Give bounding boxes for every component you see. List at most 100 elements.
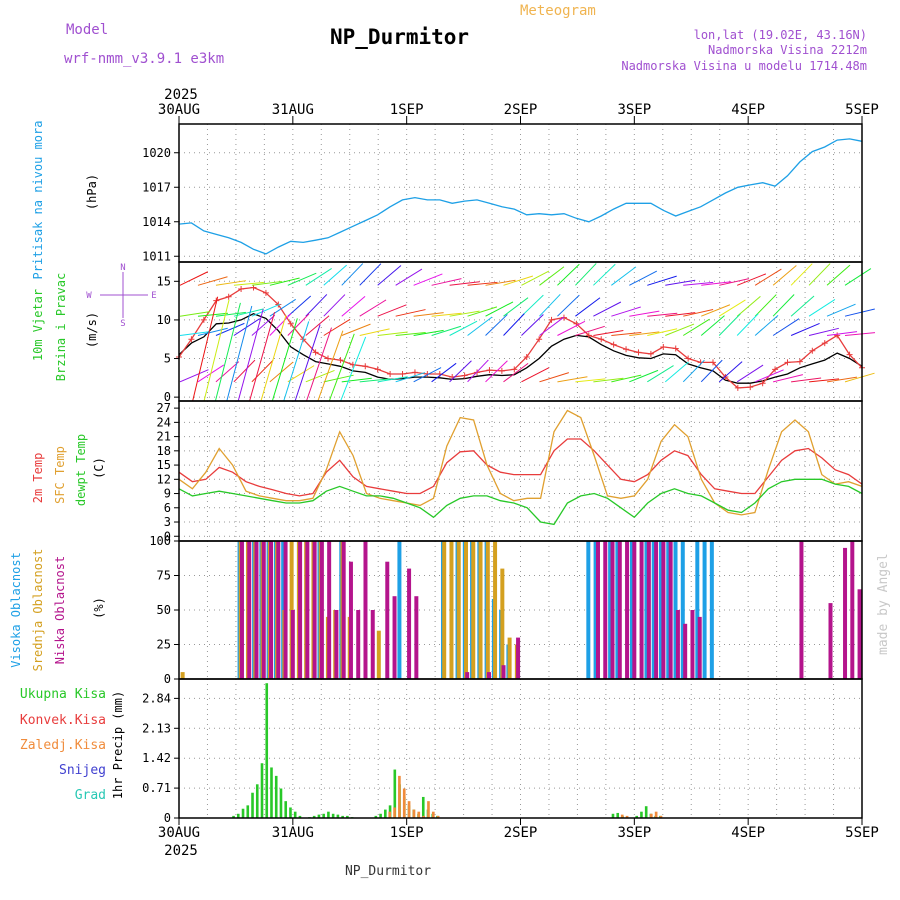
bar-visoka-oblacnost — [629, 541, 634, 679]
wind-direction-arrow — [701, 281, 732, 286]
gust-marker — [623, 346, 630, 353]
gust-marker — [598, 336, 605, 343]
bar-ukupna-kisa — [644, 806, 648, 818]
y-tick-label: 1020 — [142, 146, 171, 160]
wind-direction-arrow — [665, 323, 695, 336]
bar-visoka-oblacnost — [673, 541, 678, 679]
bar-niska-oblacnost — [414, 596, 419, 679]
model-elevation-text: Nadmorska Visina u modelu 1714.48m — [621, 59, 867, 73]
wind-direction-arrow — [287, 272, 317, 286]
bar-srednja-oblacnost — [485, 541, 490, 679]
y-tick-label: 27 — [157, 401, 171, 415]
cloud-title-low: Niska Oblacnost — [53, 556, 67, 664]
wind-direction-arrow — [754, 369, 784, 383]
wind-direction-arrow — [772, 265, 797, 286]
bar-ukupna-kisa — [374, 815, 378, 818]
wind-direction-arrow — [719, 278, 750, 286]
y-tick-label: 3 — [164, 515, 171, 529]
wind-direction-arrow — [809, 378, 840, 383]
gust-marker — [809, 347, 816, 354]
bar-niska-oblacnost — [348, 561, 353, 679]
y-tick-label: 0.71 — [142, 781, 171, 795]
bar-niska-oblacnost — [654, 541, 659, 679]
bar-ukupna-kisa — [236, 813, 240, 818]
wind-direction-arrow — [664, 361, 689, 383]
wind-direction-arrow — [233, 281, 264, 286]
bar-niska-oblacnost — [639, 541, 644, 679]
product-title: Meteogram — [520, 3, 596, 19]
wind-title-2: Brzina i Pravac — [54, 273, 68, 381]
wind-direction-arrow — [700, 359, 723, 383]
wind-direction-arrow — [575, 378, 606, 383]
wind-direction-arrow — [485, 314, 508, 336]
wind-direction-arrow — [323, 318, 351, 336]
model-label: Model — [66, 22, 108, 38]
wind-direction-arrow — [736, 273, 767, 286]
gust-marker — [411, 369, 418, 376]
bar-niska-oblacnost — [261, 541, 266, 679]
wind-direction-arrow — [629, 310, 660, 317]
wind-direction-arrow — [431, 362, 457, 383]
wind-direction-arrow — [179, 369, 209, 383]
gust-marker — [759, 380, 766, 387]
bar-niska-oblacnost — [239, 541, 244, 679]
wind-direction-arrow — [341, 377, 372, 383]
bar-visoka-oblacnost — [666, 541, 671, 679]
wind-direction-arrow — [215, 361, 240, 383]
wind-direction-arrow — [283, 321, 310, 402]
pressure-title: Pritisak na nivou mora — [31, 121, 45, 280]
bar-niska-oblacnost — [269, 541, 274, 679]
lonlat-text: lon,lat (19.02E, 43.16N) — [694, 28, 867, 42]
bar-visoka-oblacnost — [615, 541, 620, 679]
wind-direction-arrow — [718, 313, 741, 336]
y-tick-label: 18 — [157, 444, 171, 458]
bar-ukupna-kisa — [331, 813, 335, 818]
year-label-bottom: 2025 — [164, 843, 198, 859]
bar-zaledj-kisa — [422, 815, 425, 818]
wind-direction-arrow — [485, 360, 508, 383]
wind-direction-arrow — [179, 271, 209, 286]
bar-ukupna-kisa — [384, 809, 387, 818]
precip-title: 1hr Precip (mm) — [111, 691, 125, 799]
wind-direction-arrow — [233, 318, 261, 336]
wind-direction-arrow — [431, 278, 462, 286]
bar-visoka-oblacnost — [702, 541, 707, 679]
bar-niska-oblacnost — [625, 541, 630, 679]
bar-niska-oblacnost — [857, 589, 862, 679]
gust-marker — [548, 316, 555, 323]
wind-direction-arrow — [467, 281, 498, 286]
wind-direction-arrow — [808, 327, 839, 336]
wind-direction-arrow — [269, 277, 300, 286]
bar-zaledj-kisa — [649, 813, 653, 818]
gust-marker — [685, 355, 692, 362]
date-label-bottom: 4SEP — [731, 825, 765, 841]
y-tick-label: 1017 — [142, 180, 171, 194]
wind-direction-arrow — [359, 378, 390, 383]
gust-marker — [635, 349, 642, 356]
wind-direction-arrow — [413, 312, 444, 317]
bar-niska-oblacnost — [697, 616, 702, 679]
gust-marker — [834, 332, 841, 339]
wind-direction-arrow — [449, 310, 480, 317]
wind-direction-arrow — [611, 266, 637, 286]
gust-marker — [523, 353, 530, 360]
wind-direction-arrow — [593, 301, 622, 317]
wind-direction-arrow — [251, 303, 281, 317]
wind-direction-arrow — [826, 376, 858, 383]
wind-direction-arrow — [359, 263, 382, 286]
wind-direction-arrow — [305, 370, 335, 383]
wind-direction-arrow — [754, 314, 779, 336]
wind-direction-arrow — [341, 323, 371, 336]
wind-direction-arrow — [485, 301, 514, 317]
gust-marker — [511, 366, 518, 373]
bar-visoka-oblacnost — [680, 541, 685, 679]
wind-direction-arrow — [718, 299, 746, 317]
bar-visoka-oblacnost — [397, 541, 402, 679]
wind-direction-arrow — [251, 359, 274, 383]
bar-niska-oblacnost — [327, 541, 332, 679]
wind-unit: (m/s) — [85, 312, 99, 348]
series-line-dewpt-temp — [178, 478, 863, 526]
compass-east: E — [151, 291, 156, 301]
bar-ukupna-kisa — [611, 813, 615, 818]
wind-direction-arrow — [271, 318, 298, 402]
